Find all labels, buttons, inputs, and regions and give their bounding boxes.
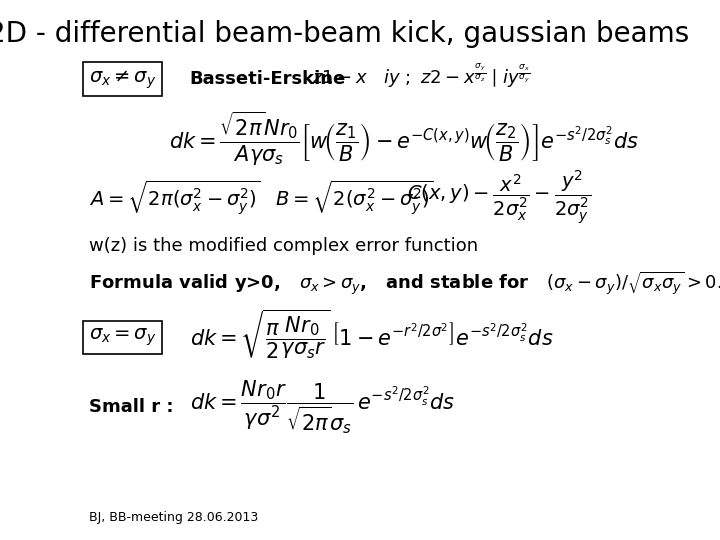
Text: $\sigma_x = \sigma_y$: $\sigma_x = \sigma_y$	[89, 326, 156, 348]
Text: $A = \sqrt{2\pi(\sigma_x^2-\sigma_y^2)}$: $A = \sqrt{2\pi(\sigma_x^2-\sigma_y^2)}$	[89, 178, 261, 217]
Text: w(z) is the modified complex error function: w(z) is the modified complex error funct…	[89, 237, 478, 255]
Text: $dk = \dfrac{\sqrt{2\pi}Nr_0}{A\gamma\sigma_s}\left[w\!\left(\dfrac{z_1}{B}\righ: $dk = \dfrac{\sqrt{2\pi}Nr_0}{A\gamma\si…	[168, 109, 639, 167]
Text: $dk = \sqrt{\dfrac{\pi}{2}\dfrac{Nr_0}{\gamma\sigma_s r}}\,\left[1 - e^{-r^2/2\s: $dk = \sqrt{\dfrac{\pi}{2}\dfrac{Nr_0}{\…	[190, 308, 553, 361]
Text: $z1 - x \quad iy \ ; \ z2 - x^{\frac{\sigma_y}{\sigma_z}} \mid iy^{\frac{\sigma_: $z1 - x \quad iy \ ; \ z2 - x^{\frac{\si…	[312, 62, 530, 90]
Text: $dk = \dfrac{Nr_0 r}{\gamma\sigma^2}\dfrac{1}{\sqrt{2\pi}\sigma_s}\,e^{-s^2/2\si: $dk = \dfrac{Nr_0 r}{\gamma\sigma^2}\dfr…	[190, 378, 455, 436]
Text: $B = \sqrt{2(\sigma_x^2-\sigma_y^2)}$: $B = \sqrt{2(\sigma_x^2-\sigma_y^2)}$	[274, 178, 433, 217]
Text: Small r :: Small r :	[89, 398, 174, 416]
Text: $\sigma_x \neq \sigma_y$: $\sigma_x \neq \sigma_y$	[89, 68, 156, 91]
Text: Basseti-Erskine: Basseti-Erskine	[190, 70, 346, 88]
Text: Formula valid y>0,   $\sigma_x > \sigma_y$,   and stable for   $(\sigma_x - \sig: Formula valid y>0, $\sigma_x > \sigma_y$…	[89, 269, 720, 297]
Text: 2D - differential beam-beam kick, gaussian beams: 2D - differential beam-beam kick, gaussi…	[0, 20, 689, 48]
Text: BJ, BB-meeting 28.06.2013: BJ, BB-meeting 28.06.2013	[89, 511, 258, 524]
Text: $C(x,y) - \dfrac{x^2}{2\sigma_x^2} - \dfrac{y^2}{2\sigma_y^2}$: $C(x,y) - \dfrac{x^2}{2\sigma_x^2} - \df…	[408, 168, 591, 227]
